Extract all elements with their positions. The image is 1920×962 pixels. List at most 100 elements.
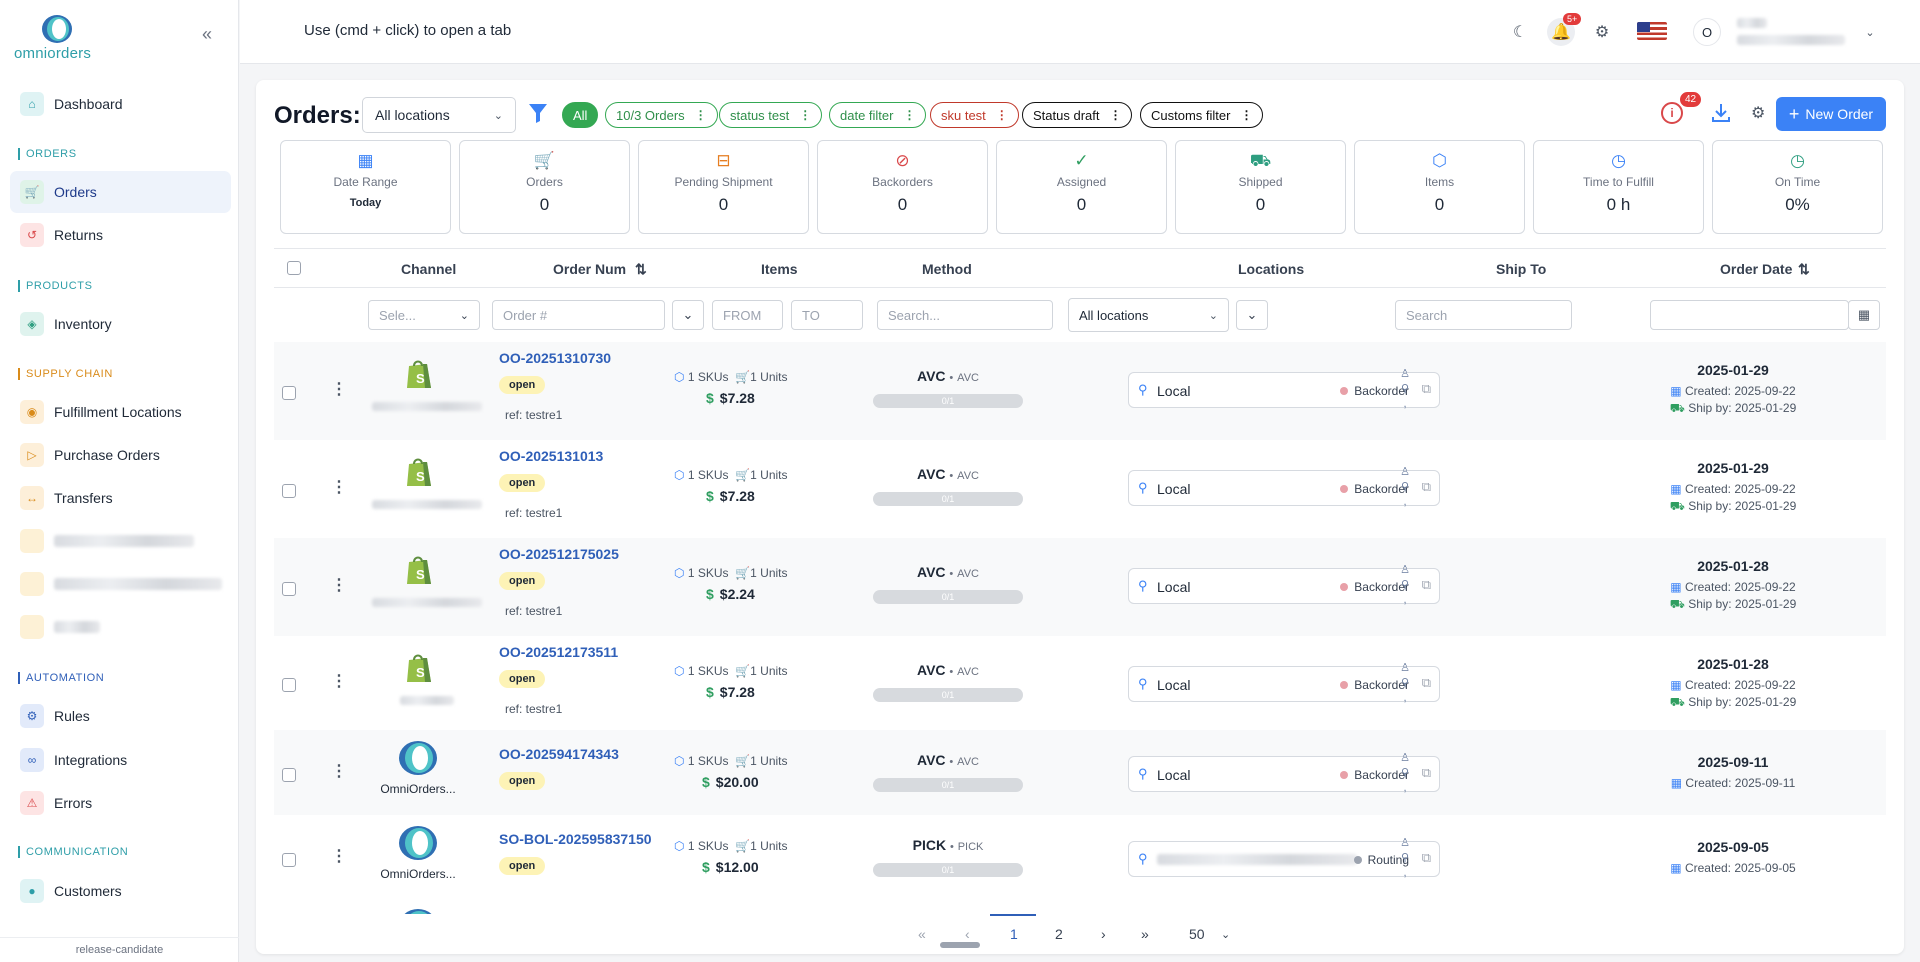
location-assignment[interactable]: ⚲ Local Backorder ⧉ <box>1128 372 1440 408</box>
ship-to-search-input[interactable]: Search <box>1395 300 1572 330</box>
location-assignment[interactable]: ⚲ Local Backorder ⧉ <box>1128 666 1440 702</box>
external-link-icon[interactable]: ⧉ <box>1421 577 1431 592</box>
row-menu-icon[interactable]: ⋮ <box>331 673 347 690</box>
chip-status-draft[interactable]: Status draft ⋮ <box>1022 102 1133 128</box>
row-checkbox[interactable] <box>282 484 296 498</box>
location-select[interactable]: All locations ⌄ <box>362 97 516 133</box>
gear-icon[interactable]: ⚙ <box>1594 24 1610 41</box>
sidebar-item-integrations[interactable]: ∞ Integrations <box>10 739 231 781</box>
bell-icon[interactable]: 🔔 5+ <box>1547 13 1582 46</box>
sort-icon[interactable]: ⇅ <box>1798 261 1810 277</box>
row-menu-icon[interactable]: ⋮ <box>331 381 347 398</box>
row-checkbox[interactable] <box>282 582 296 596</box>
locations-filter-dropdown[interactable]: ⌄ <box>1236 300 1268 330</box>
chip-all[interactable]: All <box>562 102 599 128</box>
settings-gear-icon[interactable]: ⚙ <box>1751 105 1766 122</box>
location-assignment[interactable]: ⚲ Local Backorder ⧉ <box>1128 756 1440 792</box>
row-menu-icon[interactable]: ⋮ <box>331 762 347 780</box>
external-link-icon[interactable]: ⧉ <box>1421 765 1431 780</box>
per-page-select[interactable]: 50 <box>1189 926 1205 942</box>
sidebar-item-rules[interactable]: ⚙ Rules <box>10 695 231 737</box>
stat-items[interactable]: ⬡ Items 0 <box>1354 140 1525 234</box>
external-link-icon[interactable]: ⧉ <box>1421 479 1431 494</box>
chip-status-test[interactable]: status test ⋮ <box>719 102 823 128</box>
horizontal-scrollbar[interactable] <box>940 942 980 948</box>
sidebar-item-redacted-1[interactable] <box>10 520 231 562</box>
chip-date-filter[interactable]: date filter ⋮ <box>829 102 927 128</box>
chevron-down-icon[interactable]: ⌄ <box>1865 26 1875 39</box>
stat-time-to-fulfill[interactable]: ◷ Time to Fulfill 0 h <box>1533 140 1704 234</box>
avatar[interactable]: O <box>1693 18 1721 46</box>
sidebar-item-fulfillment-locations[interactable]: ◉ Fulfillment Locations <box>10 391 231 433</box>
sort-icon[interactable]: ⇅ <box>635 261 647 277</box>
order-number-link[interactable]: OO-202512175025 <box>499 546 619 562</box>
order-number-link[interactable]: OO-202512173511 <box>499 644 619 660</box>
row-checkbox[interactable] <box>282 852 296 867</box>
th-order-date[interactable]: Order Date <box>1720 261 1793 277</box>
stat-pending-shipment[interactable]: ⊟ Pending Shipment 0 <box>638 140 809 234</box>
external-link-icon[interactable]: ⧉ <box>1421 381 1431 396</box>
next-page-icon[interactable]: › <box>1101 926 1106 942</box>
chip-customs-filter[interactable]: Customs filter ⋮ <box>1140 102 1264 128</box>
th-order-num[interactable]: Order Num <box>553 261 627 277</box>
kebab-icon[interactable]: ⋮ <box>903 108 916 122</box>
row-menu-icon[interactable]: ⋮ <box>331 479 347 496</box>
sidebar-item-inventory[interactable]: ◈ Inventory <box>10 303 231 345</box>
kebab-icon[interactable]: ⋮ <box>799 108 812 122</box>
row-checkbox[interactable] <box>282 386 296 400</box>
table-row[interactable]: ⋮ S OO-202512175025 open ref: testre1 ⬡ 1 SKU… <box>274 538 1886 636</box>
stat-orders[interactable]: 🛒 Orders 0 <box>459 140 630 234</box>
filter-funnel-icon[interactable] <box>528 102 548 124</box>
sidebar-item-errors[interactable]: ⚠ Errors <box>10 782 231 824</box>
first-page-icon[interactable]: « <box>918 926 926 942</box>
sidebar-item-dashboard[interactable]: ⌂ Dashboard <box>10 83 231 125</box>
page-2-button[interactable]: 2 <box>1055 926 1063 942</box>
external-link-icon[interactable]: ⧉ <box>1421 850 1431 865</box>
order-number-input[interactable]: Order # <box>492 300 665 330</box>
stat-shipped[interactable]: ⛟ Shipped 0 <box>1175 140 1346 234</box>
info-alert-icon[interactable]: i <box>1661 102 1683 124</box>
us-flag-icon[interactable] <box>1637 22 1667 40</box>
kebab-icon[interactable]: ⋮ <box>995 108 1008 122</box>
kebab-icon[interactable]: ⋮ <box>1109 108 1122 122</box>
order-filter-dropdown[interactable]: ⌄ <box>672 300 704 330</box>
row-menu-icon[interactable]: ⋮ <box>331 847 347 865</box>
method-search-input[interactable]: Search... <box>877 300 1053 330</box>
prev-page-icon[interactable]: ‹ <box>965 926 970 942</box>
table-row[interactable]: ⋮ S OO-2025131013 open ref: testre1 ⬡ 1 SKUs … <box>274 440 1886 538</box>
chip-10-3-orders[interactable]: 10/3 Orders ⋮ <box>605 102 718 128</box>
sidebar-item-transfers[interactable]: ↔ Transfers <box>10 477 231 519</box>
order-number-link[interactable]: OO-20251310730 <box>499 350 612 366</box>
channel-filter-select[interactable]: Sele... ⌄ <box>368 300 480 330</box>
order-number-link[interactable]: OO-2025131013 <box>499 448 604 464</box>
page-1-button[interactable]: 1 <box>1010 926 1018 942</box>
external-link-icon[interactable]: ⧉ <box>1421 675 1431 690</box>
location-assignment[interactable]: ⚲ Local Backorder ⧉ <box>1128 470 1440 506</box>
stat-backorders[interactable]: ⊘ Backorders 0 <box>817 140 988 234</box>
location-assignment[interactable]: ⚲ Routing ⧉ <box>1128 841 1440 877</box>
sidebar-item-orders[interactable]: 🛒 Orders <box>10 171 231 213</box>
download-icon[interactable] <box>1710 102 1732 124</box>
order-number-link[interactable]: OO-202594174343 <box>499 746 619 762</box>
collapse-sidebar-icon[interactable]: « <box>202 24 213 44</box>
sidebar-item-purchase-orders[interactable]: ▷ Purchase Orders <box>10 434 231 476</box>
chevron-down-icon[interactable]: ⌄ <box>1221 929 1231 941</box>
kebab-icon[interactable]: ⋮ <box>1240 108 1253 122</box>
chip-sku-test[interactable]: sku test ⋮ <box>930 102 1019 128</box>
logo[interactable]: omniorders <box>14 14 104 62</box>
table-row[interactable]: ⋮ S OO-20251310730 open ref: testre1 ⬡ 1 SKUs… <box>274 342 1886 440</box>
sidebar-item-redacted-2[interactable] <box>10 563 231 605</box>
sidebar-item-customers[interactable]: ● Customers <box>10 870 231 912</box>
stat-on-time[interactable]: ◷ On Time 0% <box>1712 140 1883 234</box>
sidebar-item-returns[interactable]: ↺ Returns <box>10 214 231 256</box>
items-from-input[interactable]: FROM <box>712 300 783 330</box>
kebab-icon[interactable]: ⋮ <box>694 108 707 122</box>
moon-icon[interactable]: ☾ <box>1512 24 1528 41</box>
row-menu-icon[interactable]: ⋮ <box>331 577 347 594</box>
location-assignment[interactable]: ⚲ Local Backorder ⧉ <box>1128 568 1440 604</box>
locations-filter-select[interactable]: All locations ⌄ <box>1068 298 1229 332</box>
row-checkbox[interactable] <box>282 767 296 782</box>
items-to-input[interactable]: TO <box>791 300 863 330</box>
order-date-input[interactable] <box>1650 300 1849 330</box>
new-order-button[interactable]: + New Order <box>1776 97 1886 131</box>
